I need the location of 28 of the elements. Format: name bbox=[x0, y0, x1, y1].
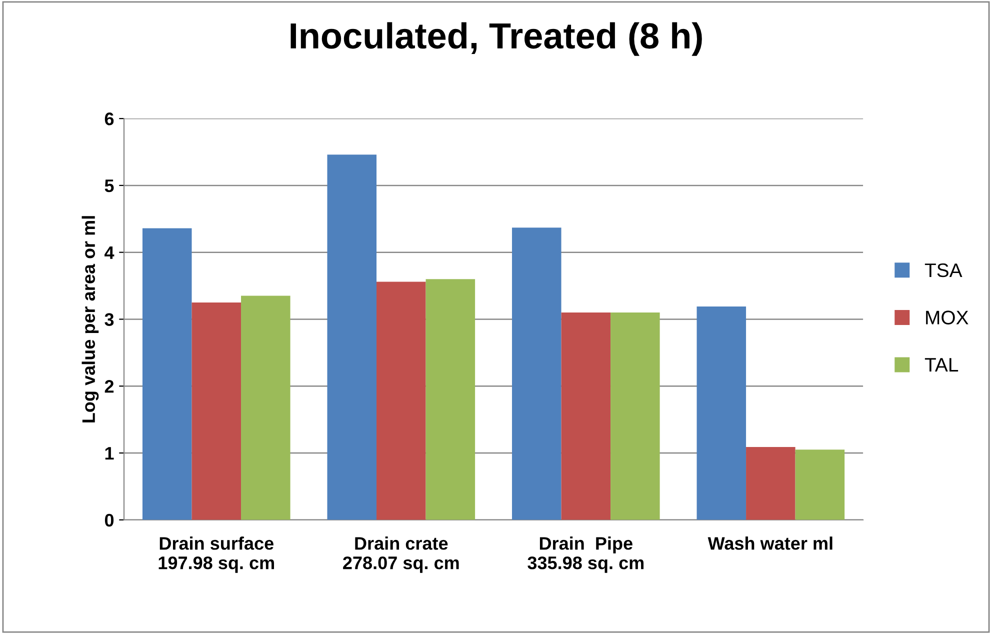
bar bbox=[795, 450, 845, 520]
bar bbox=[696, 306, 746, 520]
bar bbox=[241, 296, 290, 520]
bar bbox=[561, 312, 611, 520]
bar bbox=[512, 228, 562, 520]
y-tick-label: 5 bbox=[104, 180, 114, 192]
y-axis-title: Log value per area or ml bbox=[82, 216, 99, 422]
legend-label: MOX bbox=[926, 310, 968, 324]
bar bbox=[142, 228, 192, 520]
bar bbox=[426, 279, 476, 520]
y-tick-label: 0 bbox=[104, 514, 114, 527]
legend-label: TSA bbox=[924, 263, 962, 278]
bar bbox=[610, 312, 660, 520]
x-tick-label: Drain Pipe 335.98 sq. cm bbox=[528, 536, 644, 573]
y-tick-label: 4 bbox=[104, 246, 114, 259]
x-tick-label: Drain crate 278.07 sq. cm bbox=[343, 536, 459, 573]
x-tick-label: Drain surface 197.98 sq. cm bbox=[158, 536, 274, 573]
bar bbox=[746, 446, 796, 520]
bar bbox=[327, 154, 377, 520]
y-tick-label: 1 bbox=[105, 447, 114, 460]
y-tick-label: 6 bbox=[104, 112, 114, 126]
bar bbox=[192, 302, 242, 520]
chart-title: Inoculated, Treated (8 h) bbox=[290, 22, 702, 56]
x-tick-label: Wash water ml bbox=[708, 536, 832, 550]
y-tick-label: 2 bbox=[104, 380, 114, 393]
bar bbox=[376, 282, 426, 520]
y-tick-label: 3 bbox=[104, 313, 114, 326]
legend-label: TAL bbox=[924, 358, 958, 372]
